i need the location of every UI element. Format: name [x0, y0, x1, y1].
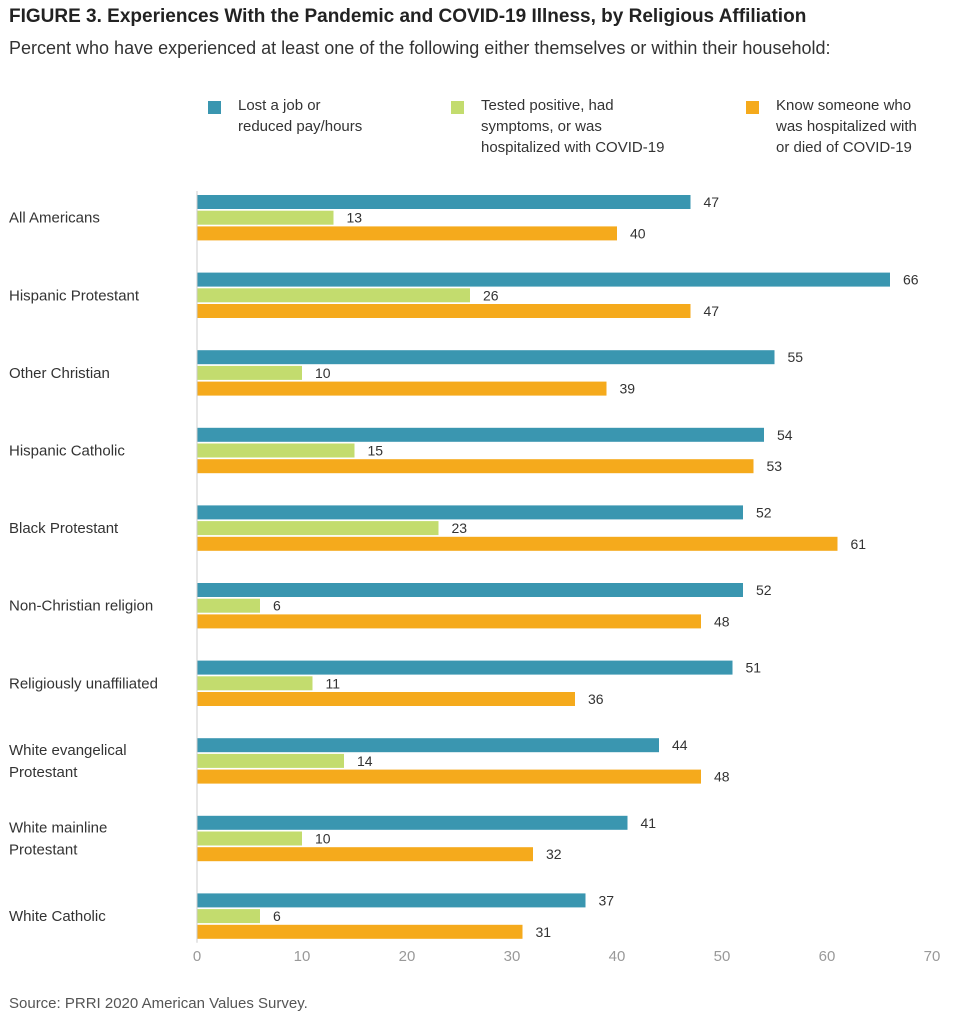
bar — [197, 443, 355, 458]
bar — [197, 598, 260, 613]
chart-title: FIGURE 3. Experiences With the Pandemic … — [9, 6, 807, 27]
data-label: 37 — [599, 892, 615, 908]
bar — [197, 676, 313, 691]
data-label: 48 — [714, 613, 730, 629]
category-label: Religiously unaffiliated — [9, 675, 158, 692]
legend-swatch-tested-positive — [451, 101, 464, 114]
data-label: 13 — [347, 210, 363, 226]
bar — [197, 350, 775, 365]
bars — [197, 195, 890, 939]
data-label: 52 — [756, 504, 772, 520]
data-label: 40 — [630, 225, 646, 241]
bar — [197, 536, 838, 551]
bar — [197, 381, 607, 396]
bar — [197, 427, 764, 442]
bar — [197, 924, 523, 939]
data-label: 52 — [756, 582, 772, 598]
data-label: 39 — [620, 381, 636, 397]
bar — [197, 614, 701, 629]
legend-label-lost-job: Lost a job or reduced pay/hours — [238, 97, 363, 135]
x-tick-label: 40 — [609, 948, 626, 965]
category-label: White evangelical Protestant — [9, 742, 127, 781]
data-label: 11 — [326, 675, 341, 691]
data-label: 26 — [483, 287, 499, 303]
category-label: All Americans — [9, 210, 100, 227]
data-label: 10 — [315, 831, 331, 847]
chart-subtitle: Percent who have experienced at least on… — [9, 38, 831, 58]
bar — [197, 505, 743, 520]
bar — [197, 288, 470, 303]
data-label: 51 — [746, 660, 762, 676]
data-label: 10 — [315, 365, 331, 381]
data-label: 31 — [536, 924, 552, 940]
bar — [197, 304, 691, 318]
data-label: 36 — [588, 691, 604, 707]
data-label: 41 — [641, 815, 657, 831]
bar — [197, 195, 691, 209]
bar — [197, 226, 617, 241]
category-label: White Catholic — [9, 908, 106, 925]
data-label: 6 — [273, 908, 281, 924]
x-tick-label: 0 — [193, 948, 201, 965]
category-label: Other Christian — [9, 365, 110, 382]
data-label: 66 — [903, 272, 919, 288]
category-label: Hispanic Catholic — [9, 443, 125, 460]
x-tick-label: 20 — [399, 948, 416, 965]
x-tick-label: 60 — [819, 948, 836, 965]
x-tick-label: 70 — [924, 948, 941, 965]
x-tick-label: 30 — [504, 948, 521, 965]
bar — [197, 753, 344, 768]
x-axis: 0 10 20 30 40 50 60 70 — [193, 191, 941, 965]
x-tick-label: 50 — [714, 948, 731, 965]
data-label: 54 — [777, 427, 793, 443]
data-label: 23 — [452, 520, 468, 536]
bar — [197, 909, 260, 924]
bar — [197, 272, 890, 287]
category-label: Non-Christian religion — [9, 598, 153, 615]
data-label: 32 — [546, 846, 562, 862]
data-label: 44 — [672, 737, 688, 753]
source-note: Source: PRRI 2020 American Values Survey… — [9, 995, 308, 1012]
bar — [197, 521, 439, 536]
bar — [197, 847, 533, 862]
bar — [197, 738, 659, 753]
legend-label-know-someone: Know someone who was hospitalized with o… — [776, 97, 917, 156]
data-label: 15 — [368, 443, 384, 459]
data-label: 48 — [714, 769, 730, 785]
legend-swatch-lost-job — [208, 101, 221, 114]
data-label: 53 — [767, 458, 783, 474]
bar — [197, 831, 302, 846]
bar — [197, 769, 701, 784]
data-label: 55 — [788, 349, 804, 365]
bar — [197, 692, 575, 706]
bar — [197, 365, 302, 380]
bar — [197, 660, 733, 675]
x-tick-label: 10 — [294, 948, 311, 965]
category-label: Hispanic Protestant — [9, 287, 140, 304]
bar — [197, 583, 743, 597]
bar — [197, 815, 628, 830]
data-label: 14 — [357, 753, 373, 769]
bar — [197, 210, 334, 225]
bar — [197, 893, 586, 908]
bar-chart: All Americans Hispanic Protestant Other Ch… — [9, 191, 941, 965]
data-label: 47 — [704, 194, 720, 210]
data-label: 61 — [851, 536, 867, 552]
value-labels: 47 13 40 66 26 47 55 10 39 54 15 53 52 23 61 52 6 48 51 11 3… — [273, 194, 919, 940]
category-labels: All Americans Hispanic Protestant Other Ch… — [9, 210, 158, 925]
legend-swatch-know-someone — [746, 101, 759, 114]
data-label: 47 — [704, 303, 720, 319]
category-label: Black Protestant — [9, 520, 119, 537]
bar — [197, 459, 754, 474]
category-label: White mainline Protestant — [9, 820, 107, 859]
legend-label-tested-positive: Tested positive, had symptoms, or was ho… — [481, 97, 665, 156]
data-label: 6 — [273, 598, 281, 614]
